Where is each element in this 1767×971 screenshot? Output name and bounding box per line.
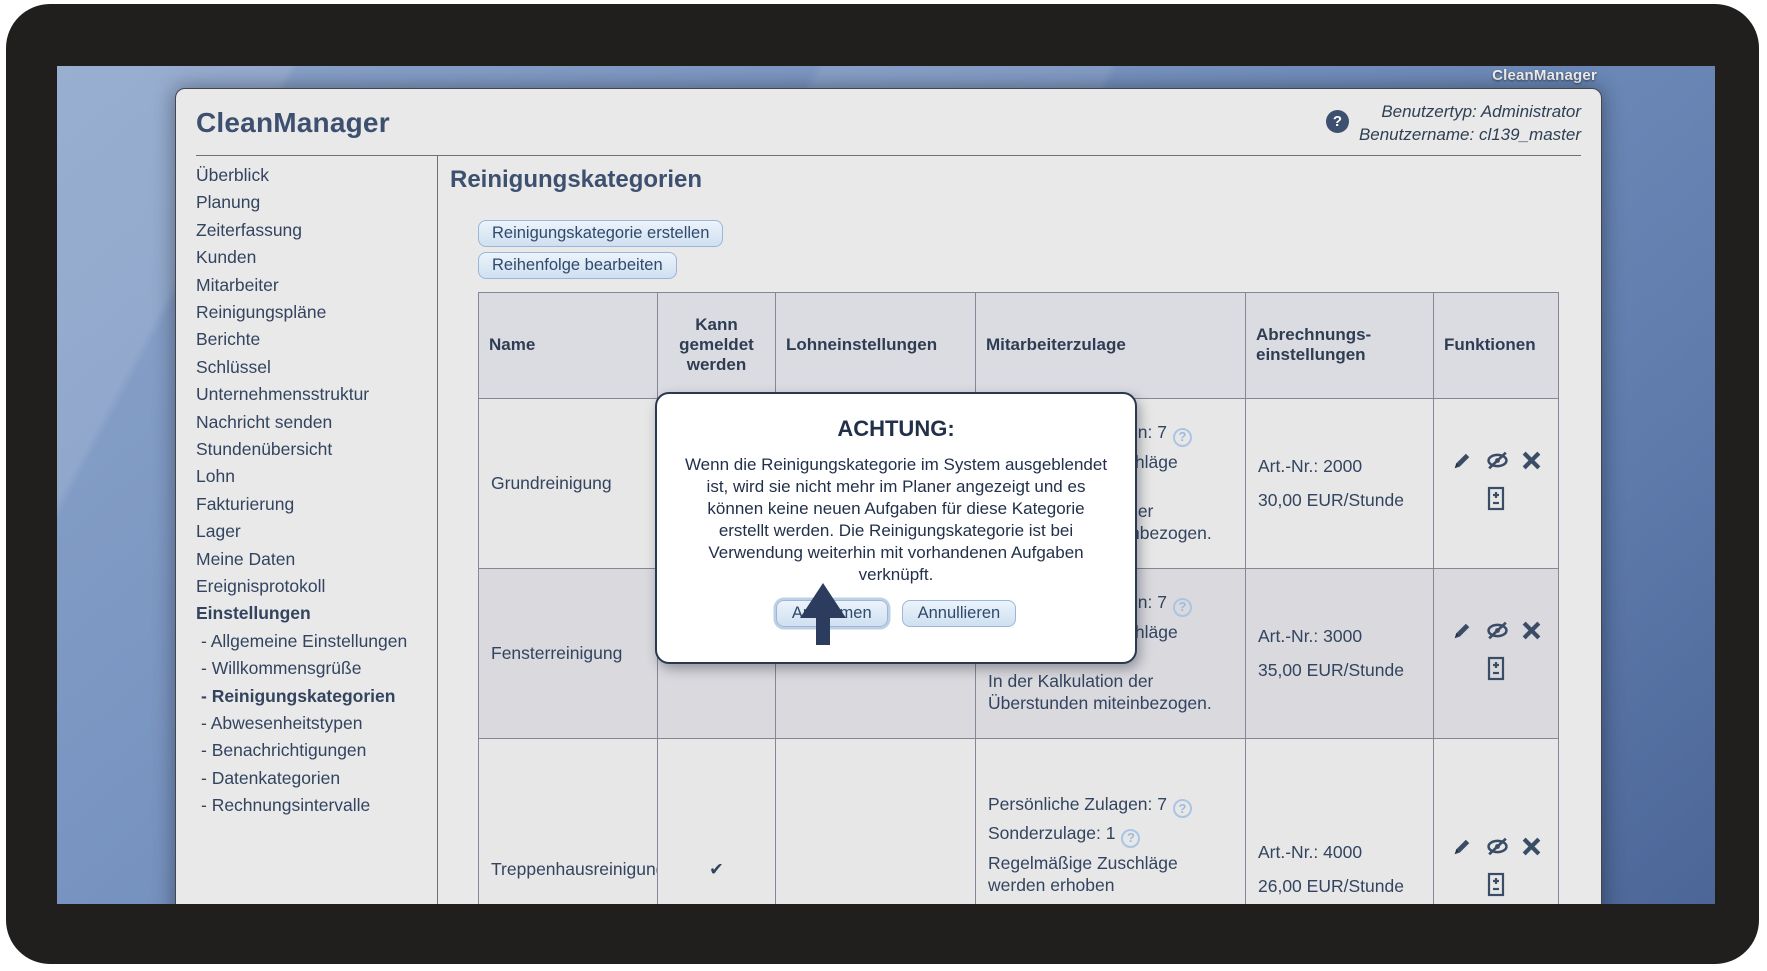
help-bubble-icon[interactable]: ?: [1121, 828, 1141, 848]
sidebar-item-kunden[interactable]: Kunden: [196, 247, 257, 268]
page-title: Reinigungskategorien: [450, 165, 703, 193]
user-name-label: Benutzername: cl139_master: [1358, 124, 1581, 144]
sidebar-item-einstellungen[interactable]: Einstellungen: [196, 603, 311, 624]
x-icon[interactable]: [1521, 836, 1542, 862]
help-bubble-icon[interactable]: ?: [1173, 597, 1192, 617]
sidebar-item-zeiterfassung[interactable]: Zeiterfassung: [196, 219, 303, 240]
sidebar-item-reinigungskategorien[interactable]: - Reinigungskategorien: [201, 685, 396, 706]
functions-cell: [1433, 567, 1559, 739]
sidebar-item-reinigungsplaene[interactable]: Reinigungspläne: [196, 301, 327, 322]
dialog-title: ACHTUNG:: [837, 416, 955, 441]
sidebar-item-datenkategorien[interactable]: - Datenkategorien: [201, 767, 341, 788]
desktop-window-title: CleanManager: [1492, 67, 1597, 84]
create-category-button[interactable]: Reinigungskategorie erstellen: [478, 219, 724, 247]
cursor-arrow-icon: [799, 583, 847, 652]
sidebar-item-abwesenheitstypen[interactable]: - Abwesenheitstypen: [201, 713, 363, 733]
column-header-name: Name: [478, 291, 658, 399]
help-bubble-icon[interactable]: ?: [1173, 427, 1192, 447]
column-header-functions: Funktionen: [1433, 291, 1559, 399]
column-header-employee-allowance: Mitarbeiterzulage: [975, 291, 1246, 399]
functions-cell: [1433, 397, 1559, 569]
dialog-message: Wenn die Reinigungskategorie im System a…: [684, 455, 1108, 585]
sidebar-item-benachrichtigungen[interactable]: - Benachrichtigungen: [201, 740, 367, 761]
edit-order-button[interactable]: Reihenfolge bearbeiten: [478, 251, 677, 279]
user-info: Benutzertyp: Administrator Benutzername:…: [1359, 101, 1581, 147]
eye-off-icon[interactable]: [1485, 619, 1510, 647]
sidebar-item-nachricht-senden[interactable]: Nachricht senden: [196, 411, 333, 432]
x-icon[interactable]: [1521, 450, 1542, 476]
cancel-button[interactable]: Annullieren: [901, 599, 1017, 627]
sidebar-item-stundenuebersicht[interactable]: Stundenübersicht: [196, 438, 333, 459]
sidebar-item-berichte[interactable]: Berichte: [196, 329, 261, 350]
sidebar-item-meine-daten[interactable]: Meine Daten: [196, 548, 296, 569]
pencil-icon[interactable]: [1451, 449, 1474, 477]
column-header-wage-settings: Lohneinstellungen: [775, 291, 976, 399]
pencil-icon[interactable]: [1451, 835, 1474, 863]
user-type-label: Benutzertyp: Administrator: [1381, 102, 1581, 121]
sidebar-item-ueberblick[interactable]: Überblick: [196, 164, 269, 185]
desktop: CleanManager CleanManager ? Benutzertyp:…: [57, 66, 1715, 904]
x-icon[interactable]: [1521, 620, 1542, 646]
category-name: Grundreinigung: [478, 397, 658, 569]
billing-cell: Art.-Nr.: 2000 30,00 EUR/Stunde: [1245, 397, 1434, 569]
wage-settings-cell: [775, 737, 976, 904]
header-divider: [196, 154, 1581, 156]
sidebar-item-allgemeine-einstellungen[interactable]: - Allgemeine Einstellungen: [201, 630, 408, 651]
alert-dialog: ACHTUNG: Wenn die Reinigungskategorie im…: [655, 392, 1137, 664]
table-row: Treppenhausreinigung ✔ Persönliche Zulag…: [478, 737, 1559, 904]
sidebar-item-lohn[interactable]: Lohn: [196, 466, 235, 487]
category-name: Treppenhausreinigung: [478, 737, 658, 904]
plus-minus-doc-icon[interactable]: [1485, 656, 1507, 687]
sidebar-item-schluessel[interactable]: Schlüssel: [196, 356, 271, 377]
sidebar-item-unternehmensstruktur[interactable]: Unternehmensstruktur: [196, 384, 370, 405]
sidebar-item-mitarbeiter[interactable]: Mitarbeiter: [196, 274, 279, 295]
reportable-cell: ✔: [657, 737, 776, 904]
eye-off-icon[interactable]: [1485, 835, 1510, 863]
column-header-billing-settings: Abrechnungs-einstellungen: [1245, 291, 1434, 399]
plus-minus-doc-icon[interactable]: [1485, 486, 1507, 517]
functions-cell: [1433, 737, 1559, 904]
app-title: CleanManager: [196, 107, 390, 138]
pencil-icon[interactable]: [1451, 619, 1474, 647]
column-header-reportable: Kann gemeldet werden: [657, 291, 776, 399]
sidebar-item-lager[interactable]: Lager: [196, 521, 241, 542]
sidebar-item-fakturierung[interactable]: Fakturierung: [196, 493, 295, 514]
billing-cell: Art.-Nr.: 4000 26,00 EUR/Stunde: [1245, 737, 1434, 904]
category-name: Fensterreinigung: [478, 567, 658, 739]
sidebar-item-planung[interactable]: Planung: [196, 192, 261, 213]
sidebar-item-rechnungsintervalle[interactable]: - Rechnungsintervalle: [201, 795, 371, 816]
sidebar: Überblick Planung Zeiterfassung Kunden M…: [176, 156, 437, 904]
table-header-row: Name Kann gemeldet werden Lohneinstellun…: [478, 291, 1559, 399]
window-header: CleanManager ? Benutzertyp: Administrato…: [176, 89, 1601, 149]
allowance-cell: Persönliche Zulagen: 7? Sonderzulage: 1?…: [975, 737, 1246, 904]
sidebar-item-ereignisprotokoll[interactable]: Ereignisprotokoll: [196, 575, 326, 596]
eye-off-icon[interactable]: [1485, 449, 1510, 477]
help-bubble-icon[interactable]: ?: [1173, 799, 1192, 819]
plus-minus-doc-icon[interactable]: [1485, 872, 1507, 903]
sidebar-item-willkommensgruesse[interactable]: - Willkommensgrüße: [201, 658, 362, 679]
billing-cell: Art.-Nr.: 3000 35,00 EUR/Stunde: [1245, 567, 1434, 739]
help-icon[interactable]: ?: [1325, 110, 1349, 133]
